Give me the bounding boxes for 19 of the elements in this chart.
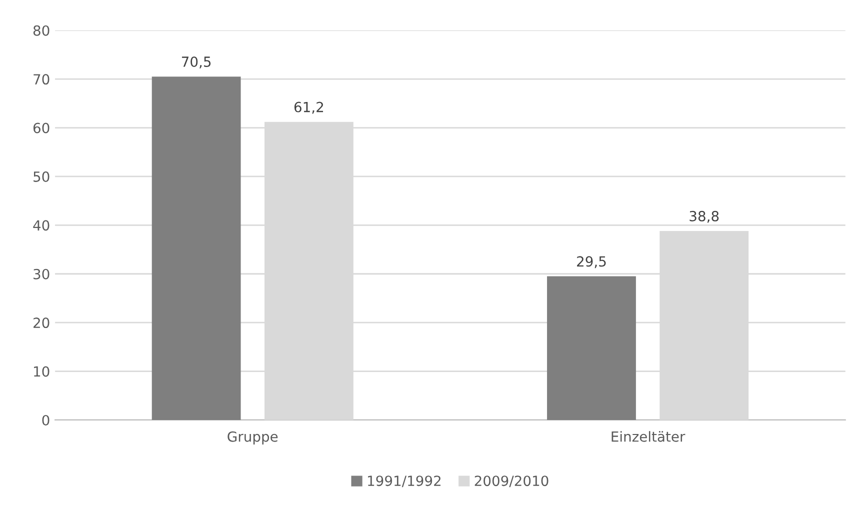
data-label: 70,5 [182,56,211,68]
x-tick-label: Gruppe [228,431,278,445]
y-tick-label: 70 [34,74,50,85]
data-label: 29,5 [577,256,606,268]
y-tick-label: 10 [34,366,50,377]
y-tick-label: 50 [34,171,50,182]
y-tick-label: 80 [33,25,50,36]
y-tick-label: 30 [34,268,50,280]
bar [152,76,241,420]
data-label: 38,8 [690,210,719,223]
y-tick-label: 40 [33,220,50,231]
y-tick-label: 60 [33,122,50,134]
legend-label: 1991/1992 [368,476,440,488]
data-label: 61,2 [294,102,324,114]
legend-label: 2009/2010 [474,476,548,488]
bar [547,276,636,420]
y-tick-label: 0 [42,414,50,426]
x-tick-label: Einzeltäter [612,431,686,442]
y-tick-label: 20 [34,318,50,328]
